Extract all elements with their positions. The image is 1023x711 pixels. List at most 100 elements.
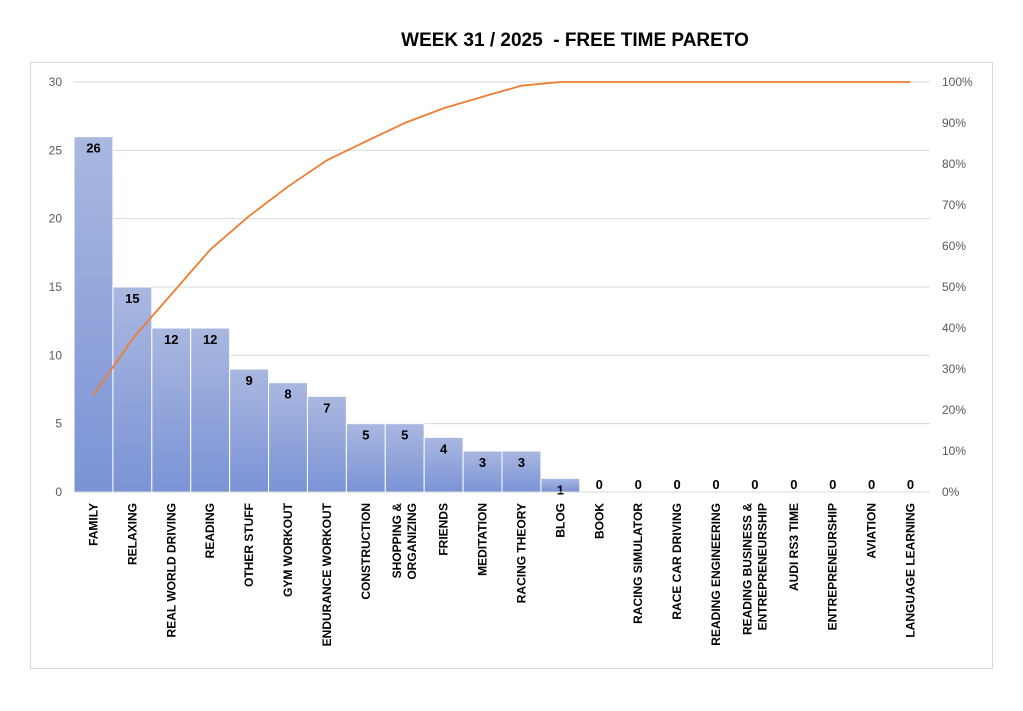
x-tick-label-line: LANGUAGE LEARNING [904,503,918,638]
x-tick-label-line: READING [203,503,217,558]
x-tick-label: OTHER STUFF [242,503,256,587]
y2-tick-label: 40% [942,321,966,335]
data-label: 8 [284,387,291,402]
y2-tick-label: 90% [942,116,966,130]
data-label: 0 [829,477,836,492]
y-axis-right: 0% 10% 20% 30% 40% 50% 60% 70% 80% 90% 100% [942,75,973,499]
data-label: 7 [323,400,330,415]
x-tick-label: RACE CAR DRIVING [670,503,684,620]
data-label: 3 [479,455,486,470]
x-tick-label: LANGUAGE LEARNING [904,503,918,638]
bar [268,382,308,493]
x-tick-label: READING ENGINEERING [709,503,723,646]
x-tick-label: ENDURANCE WORKOUT [320,502,334,646]
x-tick-label: MEDITATION [476,503,490,576]
data-label: 0 [790,477,797,492]
bar [384,423,425,493]
x-tick-label: BLOG [553,503,567,538]
x-tick-label: AUDI RS3 TIME [787,503,801,591]
x-tick-label: RELAXING [125,503,139,565]
data-label: 9 [245,373,252,388]
y2-tick-label: 20% [942,403,966,417]
x-axis: FAMILY RELAXING REAL WORLD DRIVING READING O… [74,491,930,646]
y2-tick-label: 100% [942,75,973,89]
y-axis-left: 0 5 10 15 20 25 30 [49,75,63,499]
y-tick-label: 25 [49,143,63,157]
x-tick-label-line: READING BUSINESS & [740,503,754,635]
y2-tick-label: 0% [942,485,960,499]
x-tick-label-line: RELAXING [125,503,139,565]
x-tick-label-line: AUDI RS3 TIME [787,503,801,591]
data-labels: 26 15 12 12 9 8 7 5 5 4 3 3 1 0 0 0 0 0 0 0 0 0 [86,141,914,498]
data-label: 12 [203,332,217,347]
y2-tick-label: 60% [942,239,966,253]
x-tick-label-line: AVIATION [865,503,879,559]
x-tick-label-line: RACING SIMULATOR [631,503,645,624]
x-tick-label-line: RACING THEORY [514,503,528,603]
bar [462,450,503,493]
x-tick-label-line: BOOK [592,503,606,539]
x-tick-label: RACING SIMULATOR [631,503,645,624]
data-label: 5 [362,428,369,443]
bar [112,286,153,493]
x-tick-label: RACING THEORY [514,503,528,603]
cumulative-line [92,81,911,396]
y-tick-label: 0 [55,485,62,499]
x-tick-label: SHOPPING & ORGANIZING [390,503,419,580]
y2-tick-label: 50% [942,280,966,294]
x-tick-label: REAL WORLD DRIVING [164,503,178,637]
x-tick-label: FAMILY [86,503,100,546]
data-label: 0 [673,477,680,492]
data-label: 3 [518,455,525,470]
x-tick-label-line: READING ENGINEERING [709,503,723,646]
x-tick-label: CONSTRUCTION [359,503,373,600]
data-label: 0 [868,477,875,492]
x-tick-label: BOOK [592,503,606,539]
x-tick-label: READING [203,503,217,558]
data-label: 1 [557,482,564,497]
x-tick-label: FRIENDS [437,503,451,556]
x-tick-label-line: GYM WORKOUT [281,502,295,597]
y-tick-label: 5 [55,417,62,431]
bars [73,136,581,493]
bar [190,327,231,493]
x-tick-label-line: FRIENDS [437,503,451,556]
y-tick-label: 20 [49,212,63,226]
y2-tick-label: 30% [942,362,966,376]
x-tick-label: READING BUSINESS & ENTREPRENEURSHIP [740,503,769,635]
y2-tick-label: 80% [942,157,966,171]
bar [229,368,270,493]
data-label: 12 [164,332,178,347]
x-tick-label: ENTREPRENEURSHIP [826,503,840,630]
x-tick-label: GYM WORKOUT [281,502,295,597]
x-tick-label-line: BLOG [553,503,567,538]
data-label: 5 [401,428,408,443]
bar [306,395,347,493]
data-label: 0 [635,477,642,492]
x-tick-label: AVIATION [865,503,879,559]
x-tick-label-line: MEDITATION [476,503,490,576]
chart-area [30,62,993,669]
x-tick-label-line: RACE CAR DRIVING [670,503,684,620]
x-tick-label-line: SHOPPING & [390,503,404,579]
data-label: 0 [907,477,914,492]
bar [151,327,192,493]
y2-tick-label: 10% [942,444,966,458]
chart-title: WEEK 31 / 2025 - FREE TIME PARETO [401,30,749,51]
x-tick-label-line: FAMILY [86,503,100,546]
x-tick-label-line: REAL WORLD DRIVING [164,503,178,637]
x-tick-label-line: ORGANIZING [405,503,419,580]
data-label: 0 [596,477,603,492]
y-tick-label: 10 [49,348,63,362]
y2-tick-label: 70% [942,198,966,212]
data-label: 4 [440,441,448,456]
bar [345,423,386,493]
x-tick-label-line: OTHER STUFF [242,503,256,587]
bar [73,136,114,493]
data-label: 0 [751,477,758,492]
y-tick-label: 15 [49,280,63,294]
data-label: 15 [125,291,139,306]
cumulative-percent-line [92,81,911,396]
x-tick-label-line: CONSTRUCTION [359,503,373,600]
